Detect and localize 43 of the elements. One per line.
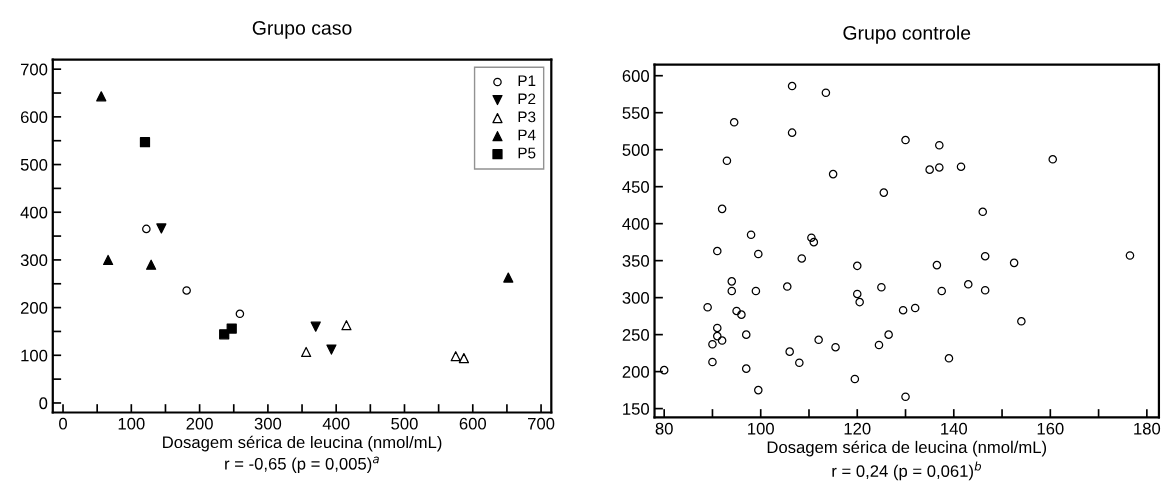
legend-label: P5 [518,147,536,159]
y-tick-label: 350 [622,255,650,267]
x-tick-label: 700 [528,417,555,430]
legend-label: P2 [518,93,536,105]
y-tick-label: 600 [20,111,48,124]
y-tick-label: 500 [20,158,48,171]
x-tick-label: 500 [391,417,418,430]
y-tick-label: 400 [20,206,48,219]
chart-title: Grupo caso [252,21,352,39]
text: r = -0,65 (p = 0,005)$^{a}$ [225,456,379,473]
legend-label: P1 [518,75,536,86]
y-tick-label: 700 [20,63,48,76]
x-tick-label: 160 [1037,422,1064,435]
legend-label: P3 [518,111,536,123]
x-tick-label: 120 [844,422,871,435]
x-tick-label: 400 [322,417,350,430]
x-axis-title: Dosagem sérica de leucina (nmol/mL) [163,435,442,452]
y-tick-label: 300 [622,292,650,304]
x-tick-label: 300 [254,417,282,430]
y-tick-label: 200 [20,302,48,314]
x-tick-label: 100 [748,422,774,435]
y-tick-label: 500 [622,144,650,156]
x-tick-label: 100 [118,417,145,430]
y-tick-label: 250 [622,329,650,341]
text: r = 0,24 (p = 0,061)$^{b}$ [832,461,981,481]
x-tick-label: 0 [59,417,68,430]
x-tick-label: 600 [459,417,487,430]
x-axis-title: Dosagem sérica de leucina (nmol/mL) [767,440,1047,457]
x-tick-label: 200 [186,417,213,430]
x-tick-label: 180 [1134,422,1161,435]
y-tick-label: 550 [622,107,650,119]
y-tick-label: 600 [622,70,650,82]
x-tick-label: 80 [655,422,673,435]
x-tick-label: 140 [941,422,968,435]
legend-label: P4 [518,129,536,141]
y-tick-label: 450 [622,181,650,193]
y-tick-label: 150 [623,403,650,415]
y-tick-label: 300 [20,254,48,267]
y-tick-label: 100 [21,349,48,362]
chart-title: Grupo controle [843,25,971,44]
y-tick-label: 400 [622,218,650,230]
y-tick-label: 200 [622,366,650,378]
y-tick-label: 0 [39,397,48,410]
